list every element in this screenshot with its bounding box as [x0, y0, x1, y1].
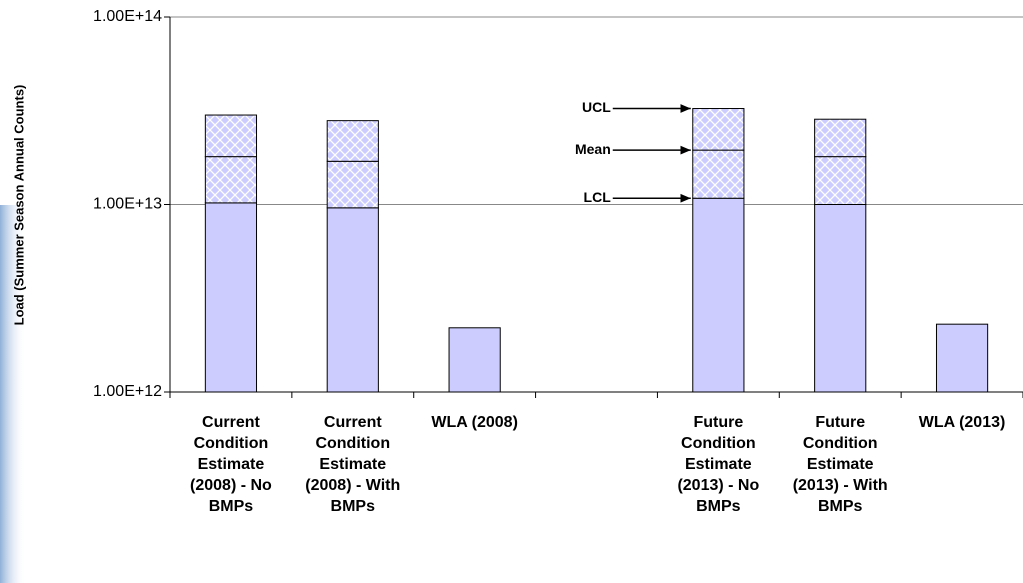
bar-segment: [326, 160, 379, 209]
bar-segment: [204, 202, 258, 393]
bar-segment: [204, 156, 258, 204]
x-tick-label-box: Current Condition Estimate (2008) - No B…: [190, 414, 272, 515]
y-tick-label: 1.00E+12: [93, 383, 162, 400]
x-tick-label: WLA (2013): [918, 414, 1006, 431]
bar-segment: [692, 197, 745, 393]
bar-segment: [326, 207, 379, 393]
x-tick-label: Future Condition Estimate (2013) - No BM…: [677, 414, 760, 515]
annotation-label: UCL: [582, 99, 611, 115]
bar-segment: [814, 118, 867, 158]
x-tick-label-box: Current Condition Estimate (2008) - With…: [305, 414, 401, 515]
x-tick-label: Future Condition Estimate (2013) - With …: [792, 414, 888, 515]
bar-segment: [204, 114, 258, 158]
annotation-label: Mean: [575, 141, 611, 157]
y-axis-label: Load (Summer Season Annual Counts): [11, 85, 26, 326]
bar-segment: [692, 149, 745, 199]
bar-segment: [448, 327, 501, 393]
x-tick-label-box: Future Condition Estimate (2013) - With …: [792, 414, 888, 515]
y-tick-label: 1.00E+14: [93, 8, 162, 25]
x-tick-label: Current Condition Estimate (2008) - No B…: [190, 414, 272, 515]
side-decoration: [0, 205, 26, 583]
x-tick-label-box: WLA (2008): [431, 414, 518, 431]
annotation-label: LCL: [584, 189, 612, 205]
bar-segment: [814, 156, 867, 205]
y-tick-label: 1.00E+13: [93, 196, 162, 213]
x-tick-label-box: Future Condition Estimate (2013) - No BM…: [677, 414, 760, 515]
bar-segment: [692, 108, 745, 151]
bar-segment: [326, 120, 379, 162]
x-tick-label-box: WLA (2013): [918, 414, 1006, 431]
bar-segment: [814, 204, 867, 393]
x-tick-label: WLA (2008): [431, 414, 518, 431]
bar-segment: [935, 323, 989, 393]
x-tick-label: Current Condition Estimate (2008) - With…: [305, 414, 401, 515]
